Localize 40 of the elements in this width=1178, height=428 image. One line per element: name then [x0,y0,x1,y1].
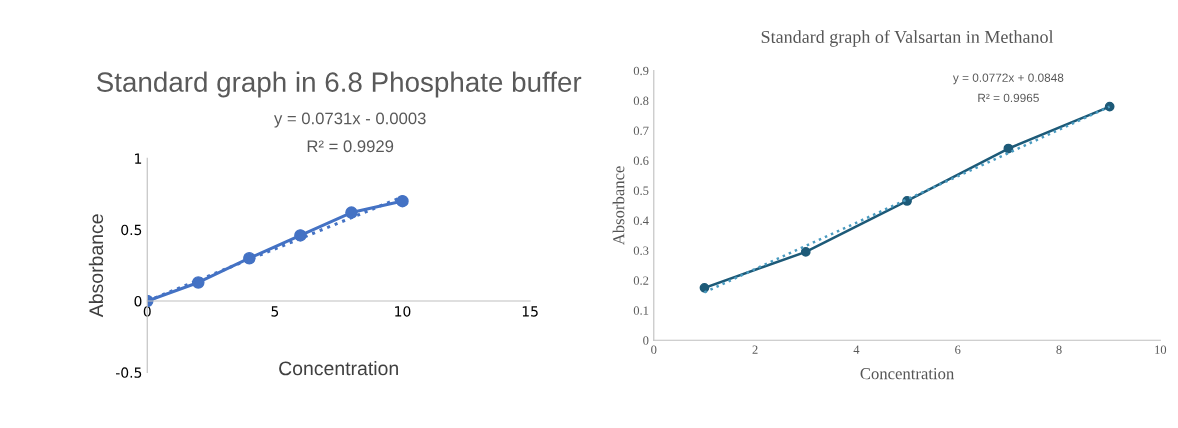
chart-title: Standard graph in 6.8 Phosphate buffer [96,71,582,98]
y-tick-label: 0.2 [633,276,649,285]
x-tick-label: 15 [522,306,538,317]
x-tick-label: 8 [1056,345,1062,354]
y-tick-label: 0.5 [633,186,649,195]
y-tick-label: 0.9 [633,66,649,76]
point [800,247,811,257]
point [396,194,409,208]
x-tick-label: 0 [651,345,657,354]
annotation: R² = 0.9965 [978,93,1039,103]
y-tick-label: 1 [135,153,142,164]
y-tick-label: 0.7 [633,126,649,136]
x-axis-title: Concentration [279,361,398,376]
x-tick-label: 10 [395,306,411,317]
x-tick-label: 2 [752,345,758,354]
x-tick-label: 4 [853,345,860,354]
x-axis-title: Concentration [860,368,955,380]
x-tick-label: 10 [1155,345,1167,354]
y-axis-title: Absorbance [88,214,104,318]
y-tick-label: -0.5 [115,367,142,378]
y-tick-label: 0 [643,336,649,345]
point [1003,143,1014,154]
y-tick-label: 0.1 [633,306,649,315]
y-axis-title: Absorbance [612,166,625,246]
point [345,206,358,219]
chart-title: Standard graph of Valsartan in Methanol [761,30,1054,47]
y-tick-label: 0.8 [633,96,649,106]
y-tick-label: 0.4 [633,216,649,225]
x-tick-label: 5 [271,306,279,317]
y-tick-label: 0.6 [633,156,649,166]
text: R² = 0.9929 [307,140,394,153]
text: y = 0.0731x - 0.0003 [274,112,426,128]
point [1104,101,1115,112]
y-tick-label: 0.3 [633,246,649,255]
point [699,282,710,293]
y-tick-label: 0 [134,296,142,307]
x-tick-label: 0 [143,306,151,317]
annotation: y = 0.0772x + 0.0848 [952,73,1064,85]
y-tick-label: 0.5 [121,224,142,236]
x-tick-label: 6 [955,345,961,354]
